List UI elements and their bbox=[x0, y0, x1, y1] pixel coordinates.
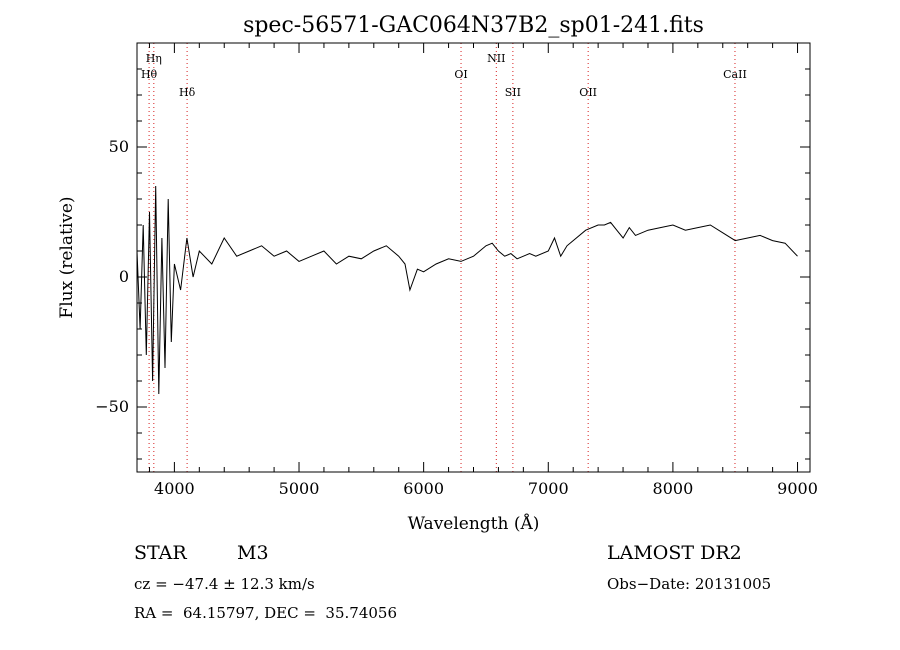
x-tick-label: 7000 bbox=[528, 479, 569, 498]
line-label-5: SII bbox=[505, 86, 521, 99]
line-label-0: Hη bbox=[146, 52, 162, 65]
line-label-1: Hθ bbox=[141, 68, 158, 81]
y-tick-label: 0 bbox=[119, 267, 129, 286]
survey-name: LAMOST DR2 bbox=[607, 542, 742, 564]
x-tick-label: 6000 bbox=[403, 479, 444, 498]
subclass: M3 bbox=[237, 542, 269, 564]
redshift-cz: cz = −47.4 ± 12.3 km/s bbox=[134, 575, 315, 593]
coordinates: RA = 64.15797, DEC = 35.74056 bbox=[134, 604, 398, 622]
x-axis-label: Wavelength (Å) bbox=[408, 513, 540, 534]
chart-title: spec-56571-GAC064N37B2_sp01-241.fits bbox=[243, 13, 704, 38]
y-axis-label: Flux (relative) bbox=[57, 196, 77, 318]
line-label-3: OI bbox=[454, 68, 467, 81]
x-tick-label: 5000 bbox=[279, 479, 320, 498]
object-type: STAR bbox=[134, 542, 187, 564]
y-tick-label: 50 bbox=[109, 137, 129, 156]
observation-date: Obs−Date: 20131005 bbox=[607, 575, 772, 593]
x-tick-label: 4000 bbox=[154, 479, 195, 498]
line-label-7: CaII bbox=[723, 68, 747, 81]
spectrum-trace bbox=[136, 185, 798, 395]
line-label-4: NII bbox=[487, 52, 505, 65]
x-tick-label: 8000 bbox=[653, 479, 694, 498]
line-label-6: OII bbox=[579, 86, 597, 99]
plot-frame bbox=[136, 42, 811, 473]
line-label-2: Hδ bbox=[179, 86, 196, 99]
x-tick-label: 9000 bbox=[777, 479, 818, 498]
y-tick-label: −50 bbox=[95, 397, 129, 416]
